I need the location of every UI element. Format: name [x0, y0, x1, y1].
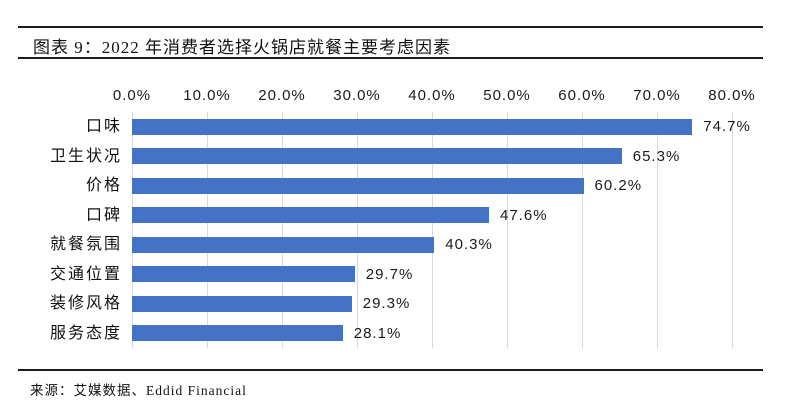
source-rule — [18, 369, 763, 371]
gridline — [582, 112, 583, 348]
x-axis-tick-label: 80.0% — [708, 87, 756, 104]
value-label: 65.3% — [632, 147, 681, 165]
x-axis-tick-label: 30.0% — [333, 87, 381, 104]
category-label: 价格 — [85, 177, 122, 194]
title-rule-top — [18, 26, 763, 28]
bar-row: 74.7% — [132, 112, 750, 142]
category-label: 交通位置 — [49, 265, 122, 283]
bar-row: 40.3% — [132, 230, 732, 260]
value-label: 29.3% — [362, 295, 411, 313]
bar-row: 60.2% — [132, 171, 732, 201]
bar — [132, 325, 343, 342]
category-label: 卫生状况 — [49, 147, 122, 165]
x-axis-tick-label: 0.0% — [112, 87, 152, 104]
value-label: 60.2% — [594, 177, 643, 195]
x-axis-tick-label: 10.0% — [183, 87, 231, 104]
value-label: 28.1% — [353, 324, 402, 342]
bar-row: 29.3% — [132, 289, 732, 319]
category-label: 装修风格 — [49, 295, 122, 312]
source-note: 来源：艾媒数据、Eddid Financial — [30, 383, 247, 398]
bar — [132, 266, 355, 283]
x-axis-tick-label: 50.0% — [483, 87, 531, 104]
category-label: 口味 — [85, 118, 122, 135]
x-axis-tick-label: 60.0% — [558, 87, 606, 104]
bar — [132, 236, 435, 253]
gridline — [432, 112, 433, 348]
value-label: 29.7% — [365, 265, 414, 283]
bar — [132, 295, 352, 312]
category-label: 就餐氛围 — [49, 236, 122, 253]
title-rule-bottom — [18, 57, 763, 59]
gridline — [357, 112, 358, 348]
bar — [132, 118, 693, 135]
category-label: 服务态度 — [49, 324, 122, 342]
gridline — [282, 112, 283, 348]
bar-row: 28.1% — [132, 319, 732, 349]
x-axis: 0.0% 10.0% 20.0% 30.0% 40.0% 50.0% 60.0% 70.0% 8… — [113, 87, 755, 105]
gridline — [132, 112, 133, 348]
bar — [132, 207, 489, 224]
value-label: 74.7% — [703, 118, 751, 136]
gridline — [657, 112, 658, 348]
bar-row: 47.6% — [132, 201, 732, 231]
bar-row: 29.7% — [132, 260, 732, 290]
x-axis-tick-label: 20.0% — [258, 87, 306, 104]
category-axis: 口味卫生状况价格口碑就餐氛围交通位置装修风格服务态度 — [0, 112, 122, 348]
category-label: 口碑 — [85, 206, 122, 224]
value-label: 40.3% — [445, 236, 493, 254]
gridline — [207, 112, 208, 348]
bar-row: 65.3% — [132, 142, 732, 172]
gridline — [732, 112, 733, 348]
value-label: 47.6% — [500, 206, 548, 224]
gridline — [507, 112, 508, 348]
bar — [132, 148, 622, 165]
x-axis-tick-label: 40.0% — [408, 87, 456, 104]
bar — [132, 177, 584, 194]
figure-title: 图表 9：2022 年消费者选择火锅店就餐主要考虑因素 — [33, 38, 451, 57]
bar-chart-plot-area: 74.7% 65.3% 60.2% 47.6% 40.3% 29.7% 29.3% 28.1% — [132, 112, 750, 349]
x-axis-tick-label: 70.0% — [633, 87, 681, 104]
